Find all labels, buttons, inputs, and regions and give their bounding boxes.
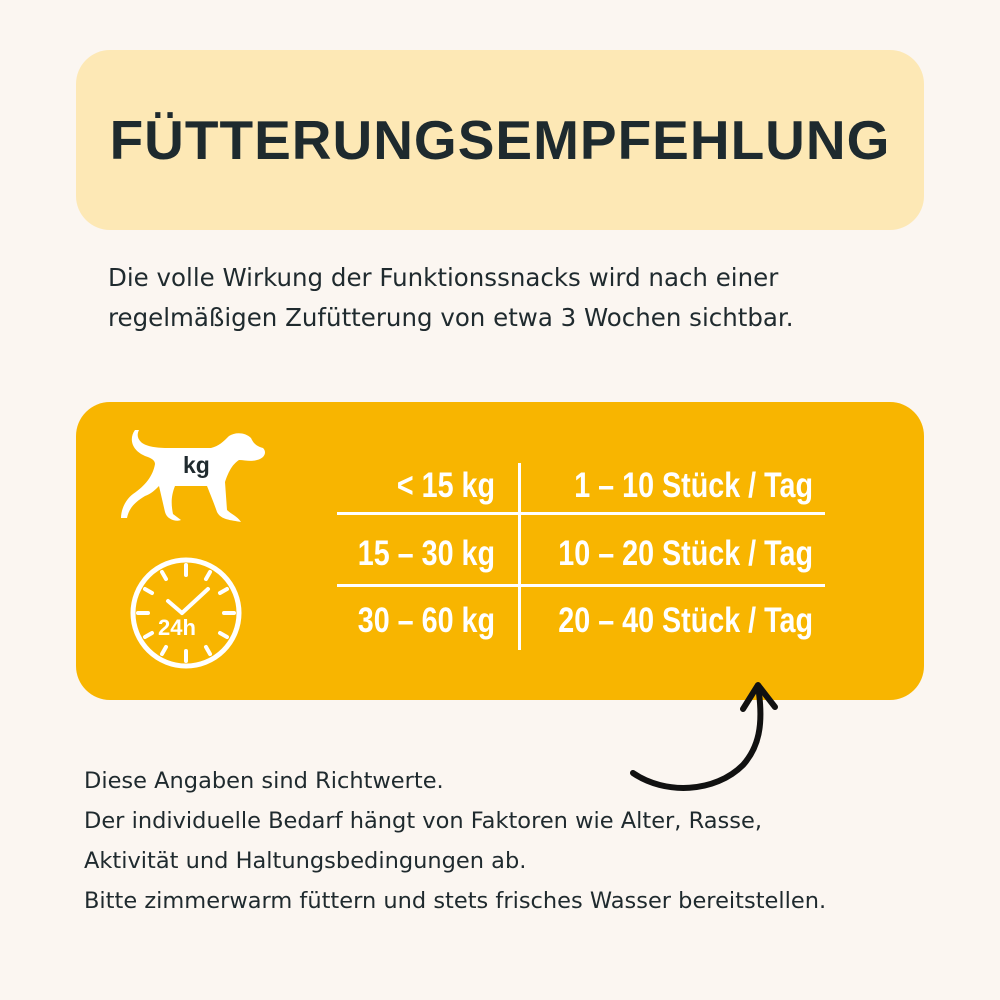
clock-label: 24h	[158, 615, 196, 640]
clock-24h-icon: 24h	[130, 557, 242, 669]
curved-arrow-icon	[630, 682, 778, 791]
column-divider	[518, 463, 521, 650]
dog-kg-label: kg	[183, 452, 210, 478]
intro-line: Die volle Wirkung der Funktionssnacks wi…	[108, 263, 779, 292]
weight-cell: 15 – 30 kg	[357, 534, 495, 573]
page-title: FÜTTERUNGSEMPFEHLUNG	[109, 109, 891, 171]
row-divider	[337, 584, 825, 587]
note-line: Der individuelle Bedarf hängt von Faktor…	[84, 808, 762, 834]
amount-cell: 1 – 10 Stück / Tag	[574, 466, 813, 505]
notes: Diese Angaben sind Richtwerte. Der indiv…	[84, 761, 964, 921]
note-line: Bitte zimmerwarm füttern und stets frisc…	[84, 888, 827, 914]
intro-text: Die volle Wirkung der Funktionssnacks wi…	[108, 258, 928, 338]
weight-cell: < 15 kg	[396, 466, 495, 505]
row-divider	[337, 512, 825, 515]
weight-cell: 30 – 60 kg	[357, 601, 495, 640]
amount-cell: 10 – 20 Stück / Tag	[558, 534, 813, 573]
amount-cell: 20 – 40 Stück / Tag	[558, 601, 813, 640]
note-line: Diese Angaben sind Richtwerte.	[84, 768, 444, 794]
intro-line: regelmäßigen Zufütterung von etwa 3 Woch…	[108, 303, 794, 332]
title-banner: FÜTTERUNGSEMPFEHLUNG	[76, 50, 924, 230]
note-line: Aktivität und Haltungsbedingungen ab.	[84, 848, 527, 874]
dog-icon: kg	[121, 430, 265, 522]
